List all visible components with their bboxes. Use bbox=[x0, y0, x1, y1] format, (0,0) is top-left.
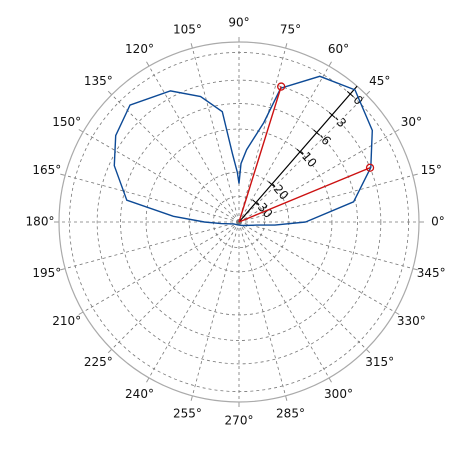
r-axis bbox=[238, 85, 358, 223]
theta-tick bbox=[78, 129, 84, 133]
grid-spoke bbox=[148, 221, 240, 379]
r-tick-label: -20 bbox=[268, 179, 291, 203]
theta-tick-label: 270° bbox=[225, 414, 254, 428]
r-tick bbox=[328, 111, 336, 118]
theta-tick bbox=[107, 90, 113, 96]
theta-tick bbox=[412, 173, 418, 176]
theta-tick-label: 120° bbox=[125, 42, 154, 56]
theta-tick bbox=[78, 311, 84, 315]
theta-tick bbox=[394, 311, 400, 315]
grid-spoke bbox=[238, 221, 330, 379]
theta-tick-label: 330° bbox=[397, 314, 426, 328]
theta-tick-label: 150° bbox=[52, 115, 81, 129]
theta-tick bbox=[285, 43, 288, 49]
grid-spoke bbox=[238, 48, 286, 223]
grid-ring bbox=[120, 103, 358, 341]
theta-tick bbox=[412, 268, 418, 271]
theta-tick-label: 60° bbox=[328, 42, 349, 56]
grid-spoke bbox=[65, 175, 240, 223]
grid-ring bbox=[96, 79, 382, 365]
theta-tick bbox=[328, 377, 332, 383]
theta-tick bbox=[365, 348, 371, 354]
grid-spoke bbox=[82, 131, 240, 223]
grid-ring bbox=[188, 171, 290, 273]
r-tick bbox=[268, 181, 276, 188]
theta-tick-label: 165° bbox=[32, 163, 61, 177]
theta-tick-label: 105° bbox=[173, 22, 202, 36]
theta-tick-label: 255° bbox=[173, 407, 202, 421]
theta-tick-label: 345° bbox=[417, 266, 446, 280]
r-tick-label: -10 bbox=[296, 146, 319, 170]
theta-tick-label: 180° bbox=[26, 215, 55, 229]
theta-tick-label: 0° bbox=[431, 215, 445, 229]
grid-spoke bbox=[238, 175, 413, 223]
theta-tick-label: 285° bbox=[276, 407, 305, 421]
grid-ring bbox=[68, 51, 410, 393]
theta-tick bbox=[190, 395, 193, 401]
theta-tick-label: 30° bbox=[401, 115, 422, 129]
grid-ring bbox=[145, 128, 333, 316]
grid-spoke bbox=[65, 221, 240, 269]
r-tick bbox=[252, 199, 260, 206]
theta-tick-label: 75° bbox=[280, 22, 301, 36]
theta-tick-label: 45° bbox=[369, 74, 390, 88]
theta-tick bbox=[285, 395, 288, 401]
grid-spoke bbox=[238, 221, 286, 396]
theta-tick-label: 300° bbox=[324, 387, 353, 401]
theta-tick-label: 240° bbox=[125, 387, 154, 401]
theta-tick bbox=[365, 90, 371, 96]
r-tick bbox=[346, 90, 354, 97]
grid-spoke bbox=[148, 65, 240, 223]
theta-tick-label: 210° bbox=[52, 314, 81, 328]
theta-tick-label: 225° bbox=[84, 355, 113, 369]
pattern-line bbox=[113, 75, 374, 227]
grid-spoke bbox=[192, 48, 240, 223]
r-tick bbox=[313, 129, 321, 136]
grid-spoke bbox=[238, 94, 367, 223]
grid-spoke bbox=[238, 131, 396, 223]
grid-spoke bbox=[238, 65, 330, 223]
grid-spoke bbox=[238, 221, 413, 269]
grid-spoke bbox=[238, 221, 396, 313]
theta-tick bbox=[146, 61, 150, 67]
grid-ring bbox=[212, 195, 266, 249]
grid-spoke bbox=[111, 221, 240, 350]
outer-ring bbox=[58, 41, 420, 403]
marker-line bbox=[238, 167, 371, 223]
theta-tick-label: 195° bbox=[32, 266, 61, 280]
theta-tick bbox=[394, 129, 400, 133]
r-tick-label: -6 bbox=[315, 130, 333, 148]
theta-tick bbox=[60, 268, 66, 271]
theta-tick-label: 15° bbox=[421, 163, 442, 177]
theta-tick-label: 90° bbox=[228, 16, 249, 30]
grid-spoke bbox=[82, 221, 240, 313]
grid-spoke bbox=[192, 221, 240, 396]
theta-tick-label: 135° bbox=[84, 74, 113, 88]
theta-tick bbox=[107, 348, 113, 354]
r-tick bbox=[296, 148, 304, 155]
theta-tick bbox=[328, 61, 332, 67]
r-tick-label: 0 bbox=[350, 93, 366, 108]
marker bbox=[365, 163, 375, 172]
theta-tick bbox=[190, 43, 193, 49]
theta-tick-label: 315° bbox=[365, 355, 394, 369]
grid-spoke bbox=[111, 94, 240, 223]
marker-line bbox=[238, 86, 282, 223]
grid-spoke bbox=[238, 221, 367, 350]
theta-tick bbox=[60, 173, 66, 176]
marker bbox=[277, 82, 286, 91]
theta-tick bbox=[146, 377, 150, 383]
